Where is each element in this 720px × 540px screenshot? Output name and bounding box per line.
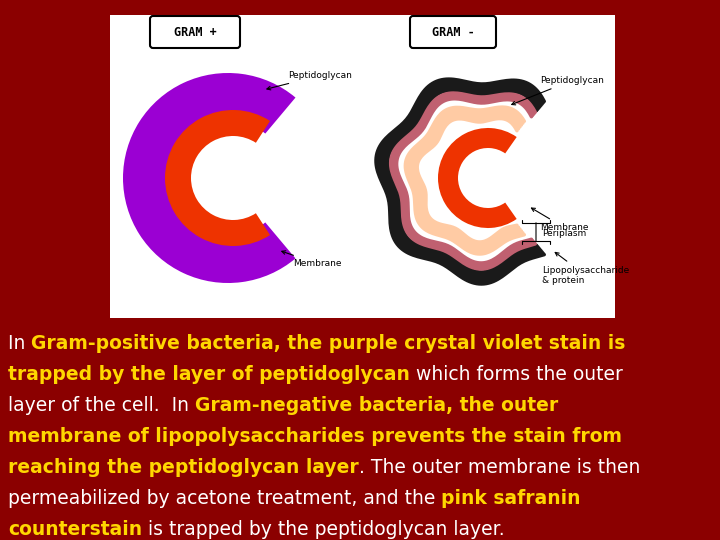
Text: Peptidoglycan: Peptidoglycan bbox=[267, 71, 352, 90]
Wedge shape bbox=[123, 73, 295, 283]
Text: membrane of lipopolysaccharides prevents the stain from: membrane of lipopolysaccharides prevents… bbox=[8, 427, 622, 446]
Text: GRAM -: GRAM - bbox=[431, 25, 474, 38]
Text: reaching the peptidoglycan layer: reaching the peptidoglycan layer bbox=[8, 458, 359, 477]
Text: trapped by the layer of peptidoglycan: trapped by the layer of peptidoglycan bbox=[8, 365, 410, 384]
Text: layer of the cell.  In: layer of the cell. In bbox=[8, 396, 195, 415]
FancyBboxPatch shape bbox=[150, 16, 240, 48]
Wedge shape bbox=[438, 128, 517, 228]
Text: permeabilized by acetone treatment, and the: permeabilized by acetone treatment, and … bbox=[8, 489, 441, 508]
Text: Membrane: Membrane bbox=[531, 208, 588, 232]
Wedge shape bbox=[165, 110, 270, 246]
Text: Peptidoglycan: Peptidoglycan bbox=[512, 76, 604, 105]
Text: Periplasm: Periplasm bbox=[542, 230, 586, 239]
Text: Gram-positive bacteria, the purple crystal violet stain is: Gram-positive bacteria, the purple cryst… bbox=[32, 334, 626, 353]
Text: Gram-negative bacteria, the outer: Gram-negative bacteria, the outer bbox=[195, 396, 558, 415]
Text: GRAM +: GRAM + bbox=[174, 25, 217, 38]
Bar bbox=[110, 15, 615, 318]
Text: is trapped by the peptidoglycan layer.: is trapped by the peptidoglycan layer. bbox=[142, 520, 505, 539]
FancyBboxPatch shape bbox=[410, 16, 496, 48]
Text: . The outer membrane is then: . The outer membrane is then bbox=[359, 458, 640, 477]
Text: pink safranin: pink safranin bbox=[441, 489, 581, 508]
Text: counterstain: counterstain bbox=[8, 520, 142, 539]
Text: which forms the outer: which forms the outer bbox=[410, 365, 623, 384]
Text: Membrane: Membrane bbox=[282, 251, 341, 268]
Text: In: In bbox=[8, 334, 32, 353]
Text: Lipopolysaccharide
& protein: Lipopolysaccharide & protein bbox=[542, 252, 629, 285]
